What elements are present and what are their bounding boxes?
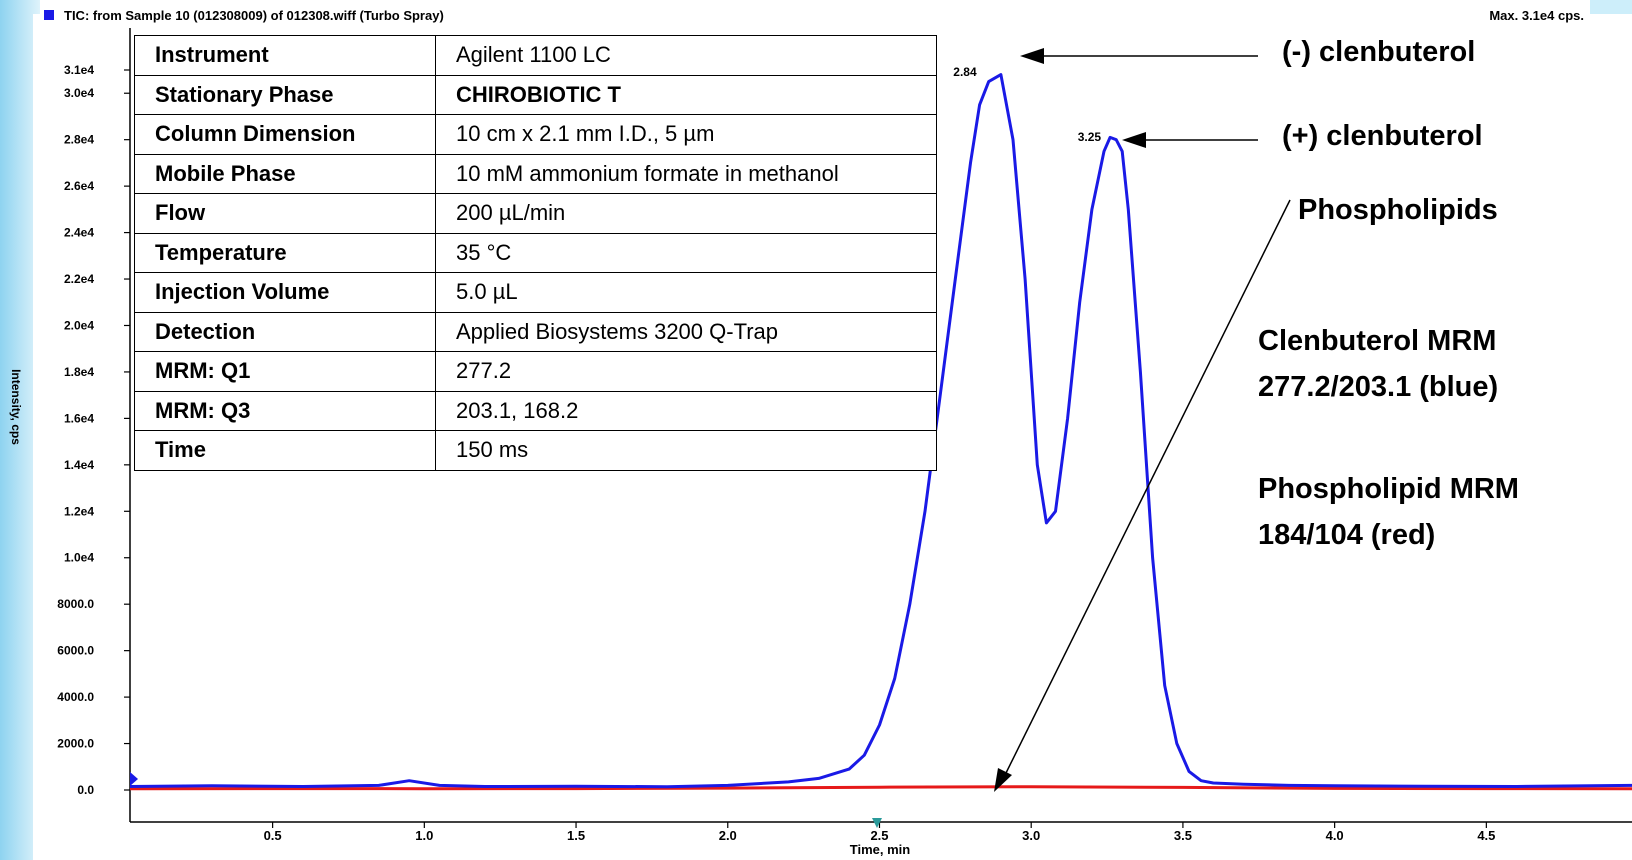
series-line [129, 73, 1632, 789]
y-tick-label: 8000.0 [57, 597, 94, 611]
x-tick-label: 3.5 [1174, 828, 1192, 843]
series-line [129, 785, 1632, 791]
param-row: Time 150 ms [134, 430, 937, 471]
y-tick-label: 1.2e4 [64, 504, 94, 518]
param-value: 203.1, 168.2 [435, 390, 937, 431]
annotation-phospholipids: Phospholipids [1298, 194, 1498, 226]
param-value: Applied Biosystems 3200 Q-Trap [435, 311, 937, 352]
param-label: Time [134, 430, 436, 471]
legend-clenbuterol-transition: 277.2/203.1 (blue) [1258, 371, 1499, 403]
param-label: Temperature [134, 232, 436, 273]
param-label: Instrument [134, 35, 436, 76]
x-tick-label: 4.0 [1326, 828, 1344, 843]
param-row: Column Dimension 10 cm x 2.1 mm I.D., 5 µ… [134, 114, 937, 155]
param-row: Injection Volume 5.0 µL [134, 272, 937, 313]
legend-phospholipid-transition: 184/104 (red) [1258, 519, 1436, 551]
bottom-axis-marker-icon [872, 818, 882, 828]
param-label: MRM: Q3 [134, 390, 436, 431]
param-value: CHIROBIOTIC T [435, 74, 937, 115]
param-row: Stationary Phase CHIROBIOTIC T [134, 74, 937, 115]
param-value: 10 cm x 2.1 mm I.D., 5 µm [435, 114, 937, 155]
param-label: Flow [134, 193, 436, 234]
y-tick-label: 2.4e4 [64, 226, 94, 240]
annotation-minus-clenbuterol: (-) clenbuterol [1282, 36, 1476, 68]
x-tick-label: 1.5 [567, 828, 585, 843]
legend-phospholipid-mrm: Phospholipid MRM 184/104 (red) [1258, 466, 1519, 558]
param-value: 150 ms [435, 430, 937, 471]
annotation-arrows [994, 48, 1291, 792]
y-tick-label: 0.0 [77, 783, 94, 797]
x-tick-label: 0.5 [264, 828, 282, 843]
y-tick-label: 1.6e4 [64, 411, 94, 425]
param-row: Detection Applied Biosystems 3200 Q-Trap [134, 311, 937, 352]
x-tick-label: 2.0 [719, 828, 737, 843]
param-value: 200 µL/min [435, 193, 937, 234]
y-tick-label: 3.1e4 [64, 63, 94, 77]
max-intensity: Max. 3.1e4 cps. [1489, 8, 1584, 23]
param-row: MRM: Q1 277.2 [134, 351, 937, 392]
param-value: 10 mM ammonium formate in methanol [435, 153, 937, 194]
y-axis-label: Intensity, cps [8, 369, 23, 445]
legend-phospholipid-title: Phospholipid MRM [1258, 473, 1519, 505]
y-tick-label: 6000.0 [57, 644, 94, 658]
param-label: Stationary Phase [134, 74, 436, 115]
param-label: Column Dimension [134, 114, 436, 155]
x-tick-label: 1.0 [415, 828, 433, 843]
x-tick-label: 3.0 [1022, 828, 1040, 843]
annotation-plus-clenbuterol: (+) clenbuterol [1282, 120, 1483, 152]
x-tick-label: 4.5 [1477, 828, 1495, 843]
y-tick-label: 2.2e4 [64, 272, 94, 286]
peak-label: 3.25 [1078, 130, 1102, 144]
y-tick-label: 4000.0 [57, 690, 94, 704]
param-row: Flow 200 µL/min [134, 193, 937, 234]
peak-label: 2.84 [953, 65, 977, 79]
y-tick-label: 2000.0 [57, 737, 94, 751]
x-axis-label: Time, min [850, 842, 911, 857]
y-tick-label: 2.8e4 [64, 133, 94, 147]
y-tick-label: 1.8e4 [64, 365, 94, 379]
param-value: Agilent 1100 LC [435, 35, 937, 76]
x-tick-label: 2.5 [870, 828, 888, 843]
param-value: 5.0 µL [435, 272, 937, 313]
y-tick-label: 2.0e4 [64, 318, 94, 332]
param-row: MRM: Q3 203.1, 168.2 [134, 390, 937, 431]
param-row: Mobile Phase 10 mM ammonium formate in me… [134, 153, 937, 194]
chart-title: TIC: from Sample 10 (012308009) of 01230… [64, 8, 444, 23]
param-label: Mobile Phase [134, 153, 436, 194]
param-value: 35 °C [435, 232, 937, 273]
param-label: Injection Volume [134, 272, 436, 313]
y-tick-label: 3.0e4 [64, 86, 94, 100]
param-label: MRM: Q1 [134, 351, 436, 392]
legend-clenbuterol-mrm: Clenbuterol MRM 277.2/203.1 (blue) [1258, 318, 1498, 410]
sample-marker-icon [44, 10, 54, 20]
y-tick-label: 1.0e4 [64, 551, 94, 565]
param-label: Detection [134, 311, 436, 352]
legend-clenbuterol-title: Clenbuterol MRM [1258, 325, 1497, 357]
param-row: Instrument Agilent 1100 LC [134, 35, 937, 76]
param-row: Temperature 35 °C [134, 232, 937, 273]
method-parameters-table: Instrument Agilent 1100 LC Stationary Phas… [134, 35, 937, 471]
y-tick-label: 1.4e4 [64, 458, 94, 472]
param-value: 277.2 [435, 351, 937, 392]
left-axis-marker-icon [130, 772, 138, 786]
y-tick-label: 2.6e4 [64, 179, 94, 193]
